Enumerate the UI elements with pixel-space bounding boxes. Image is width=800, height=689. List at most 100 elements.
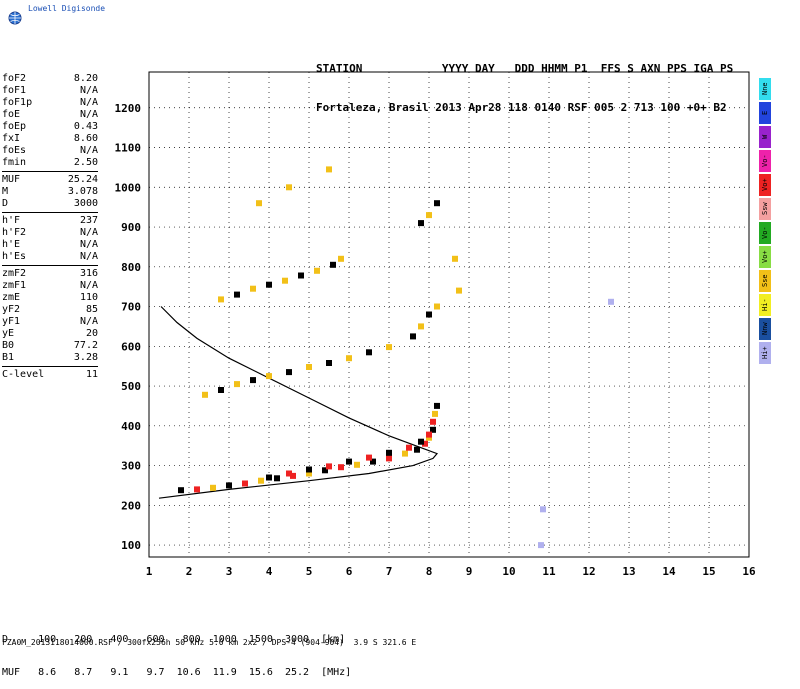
echo-point [386,455,392,462]
legend-item: Vo- [759,222,771,244]
param-row: D 3000 [2,198,98,210]
legend-item: Vo- [759,150,771,172]
legend-label: Nne [761,82,769,96]
param-value: N/A [79,97,98,108]
legend-item: Nnw [759,318,771,340]
x-tick-label: 14 [662,565,676,578]
echo-point [418,438,424,445]
echo-point [290,472,296,479]
echo-point [250,285,256,292]
param-label: MUF [2,174,21,185]
legend-item: Vo+ [759,174,771,196]
param-label: foEs [2,145,27,156]
echo-point [366,349,372,356]
echo-point [330,261,336,268]
x-tick-label: 9 [466,565,473,578]
echo-point [306,364,312,370]
param-label: zmE [2,292,21,303]
param-value: N/A [79,109,98,120]
echo-point [386,344,392,351]
x-tick-label: 6 [346,565,353,578]
echo-point [410,333,416,340]
echo-point [218,387,224,393]
param-row: yE 20 [2,328,98,340]
param-row: foE N/A [2,109,98,121]
echo-point [434,303,440,310]
legend-label: Vo+ [761,250,769,264]
param-row: h'F2 N/A [2,227,98,239]
param-row: zmF2 316 [2,268,98,280]
param-value: 0.43 [73,121,98,132]
echo-point [202,391,208,398]
echo-point [432,410,438,417]
echo-point [456,287,462,294]
header-line-2: Fortaleza, Brasil 2013 Apr28 118 0140 RS… [316,101,727,114]
muf-table: D 100 200 400 600 800 1000 1500 3000 [km… [2,612,351,689]
param-value: N/A [79,251,98,262]
param-value: N/A [79,145,98,156]
legend-label: Vo- [761,226,769,240]
param-label: h'Es [2,251,27,262]
echo-point [540,506,546,513]
echo-point [434,402,440,409]
y-tick-label: 300 [121,460,141,473]
echo-point [314,267,320,274]
legend-label: E [761,110,769,116]
param-value: 77.2 [73,340,98,351]
param-row: foF1p N/A [2,97,98,109]
echo-point [274,475,280,482]
legend-label: Sse [761,274,769,288]
echo-point [434,200,440,207]
legend-item: Sse [759,270,771,292]
x-tick-label: 2 [186,565,193,578]
echo-point [266,281,272,288]
echo-point [354,461,360,468]
echo-point [366,454,372,461]
legend-item: Vo+ [759,246,771,268]
echo-point [326,360,332,366]
legend-item: Hi- [759,294,771,316]
x-tick-label: 1 [146,565,153,578]
echo-point [608,298,614,305]
y-tick-label: 500 [121,380,141,393]
param-value: N/A [79,227,98,238]
x-tick-label: 12 [582,565,595,578]
muf-distance-row: D 100 200 400 600 800 1000 1500 3000 [km… [2,634,346,645]
param-row: h'E N/A [2,239,98,251]
echo-point [426,434,432,441]
echo-point [426,431,432,438]
echo-point [234,381,240,388]
param-label: yF1 [2,316,21,327]
echo-point [286,470,292,477]
polarization-legend: Nne E W Vo- Vo+ Ssw Vo- Vo+ Sse Hi- Nnw Hi+ [759,78,771,366]
echo-point [430,418,436,425]
param-row: fxI 8.60 [2,133,98,145]
param-row: foF2 8.20 [2,73,98,85]
ionogram-chart: 1 2 3 4 5 6 7 8 9 10 11 12 13 14 15 1610020030040050060… [115,71,756,578]
logo-text: Lowell Digisonde [28,4,106,13]
echo-point [346,355,352,362]
echo-point [338,464,344,471]
legend-label: Ssw [761,202,769,216]
echo-point [426,311,432,318]
echo-point [178,487,184,494]
param-label: h'F [2,215,21,226]
echo-point [430,426,436,433]
param-label: h'F2 [2,227,27,238]
echo-point [386,449,392,456]
y-tick-label: 600 [121,340,141,353]
echo-point [414,446,420,453]
x-tick-label: 13 [622,565,635,578]
param-row: foEs N/A [2,145,98,157]
echo-point [422,440,428,447]
file-footer: FZA0M_2013118014000.RSF / 300fx256h 50 k… [2,638,417,647]
echo-point [242,480,248,487]
x-tick-label: 15 [702,565,715,578]
param-row: h'F 237 [2,215,98,227]
legend-item: Hi+ [759,342,771,364]
param-value: N/A [79,280,98,291]
y-tick-label: 1200 [115,102,142,115]
echo-point [266,373,272,380]
x-tick-label: 3 [226,565,233,578]
param-row: yF2 85 [2,304,98,316]
